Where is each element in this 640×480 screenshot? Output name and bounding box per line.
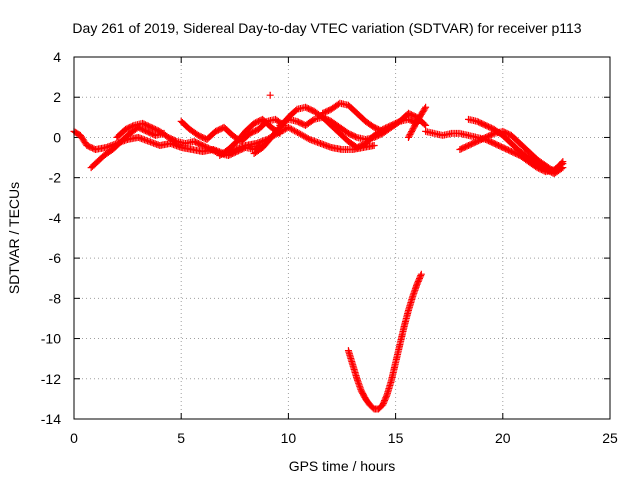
data-point bbox=[266, 91, 274, 99]
data-point bbox=[284, 123, 292, 131]
data-point bbox=[294, 129, 302, 137]
y-axis-label: SDTVAR / TECUs bbox=[6, 182, 22, 294]
plot-frame bbox=[73, 56, 611, 420]
data-point bbox=[291, 127, 299, 135]
y-tick-label: 0 bbox=[53, 129, 61, 145]
x-tick-label: 15 bbox=[388, 430, 404, 446]
data-point bbox=[287, 125, 295, 133]
data-point bbox=[298, 131, 306, 139]
y-tick-label: -6 bbox=[49, 250, 62, 266]
x-tick-labels: 0 5 10 15 20 25 bbox=[70, 430, 618, 446]
y-tick-label: -12 bbox=[41, 371, 61, 387]
x-axis-label: GPS time / hours bbox=[289, 458, 396, 474]
x-tick-label: 5 bbox=[177, 430, 185, 446]
y-tick-label: 2 bbox=[53, 89, 61, 105]
data-point bbox=[297, 130, 305, 138]
data-point bbox=[417, 272, 425, 280]
data-point bbox=[292, 106, 300, 114]
data-point bbox=[352, 133, 360, 141]
y-tick-label: -8 bbox=[49, 290, 62, 306]
data-point bbox=[309, 116, 317, 124]
data-point bbox=[286, 124, 294, 132]
series-arc-2 bbox=[87, 123, 168, 172]
data-point bbox=[303, 134, 311, 142]
y-tick-label: -14 bbox=[41, 411, 61, 427]
x-tick-label: 10 bbox=[281, 430, 297, 446]
x-tick-label: 0 bbox=[70, 430, 78, 446]
series-arc-12 bbox=[456, 127, 567, 176]
y-tick-label: -4 bbox=[49, 210, 62, 226]
data-point bbox=[379, 127, 387, 135]
y-tick-label: -2 bbox=[49, 170, 62, 186]
data-point bbox=[382, 392, 390, 400]
data-point bbox=[129, 122, 137, 130]
data-point bbox=[422, 121, 430, 129]
data-point bbox=[422, 103, 430, 111]
x-tick-label: 25 bbox=[602, 430, 618, 446]
data-point bbox=[417, 270, 425, 278]
data-point bbox=[171, 137, 179, 145]
data-point bbox=[281, 125, 289, 133]
data-point bbox=[370, 141, 378, 149]
series-arc-9 bbox=[404, 103, 430, 141]
data-point bbox=[420, 120, 428, 128]
chart-title: Day 261 of 2019, Sidereal Day-to-day VTE… bbox=[72, 20, 581, 36]
data-point bbox=[489, 130, 497, 138]
y-tick-labels: -14 -12 -10 -8 -6 -4 -2 0 2 4 bbox=[41, 49, 61, 427]
data-point bbox=[292, 128, 300, 136]
data-points bbox=[70, 91, 567, 413]
x-tick-label: 20 bbox=[495, 430, 511, 446]
data-point bbox=[301, 133, 309, 141]
data-point bbox=[377, 127, 385, 135]
y-tick-label: -10 bbox=[41, 331, 61, 347]
data-point bbox=[300, 132, 308, 140]
series-arc-13 bbox=[344, 270, 425, 413]
data-point bbox=[421, 105, 429, 113]
y-tick-label: 4 bbox=[53, 49, 61, 65]
data-point bbox=[289, 126, 297, 134]
series-arc-8 bbox=[319, 99, 387, 135]
data-point bbox=[559, 158, 567, 166]
series-outlier bbox=[266, 91, 274, 99]
data-point bbox=[304, 135, 312, 143]
data-point bbox=[295, 129, 303, 137]
data-point bbox=[558, 159, 566, 167]
